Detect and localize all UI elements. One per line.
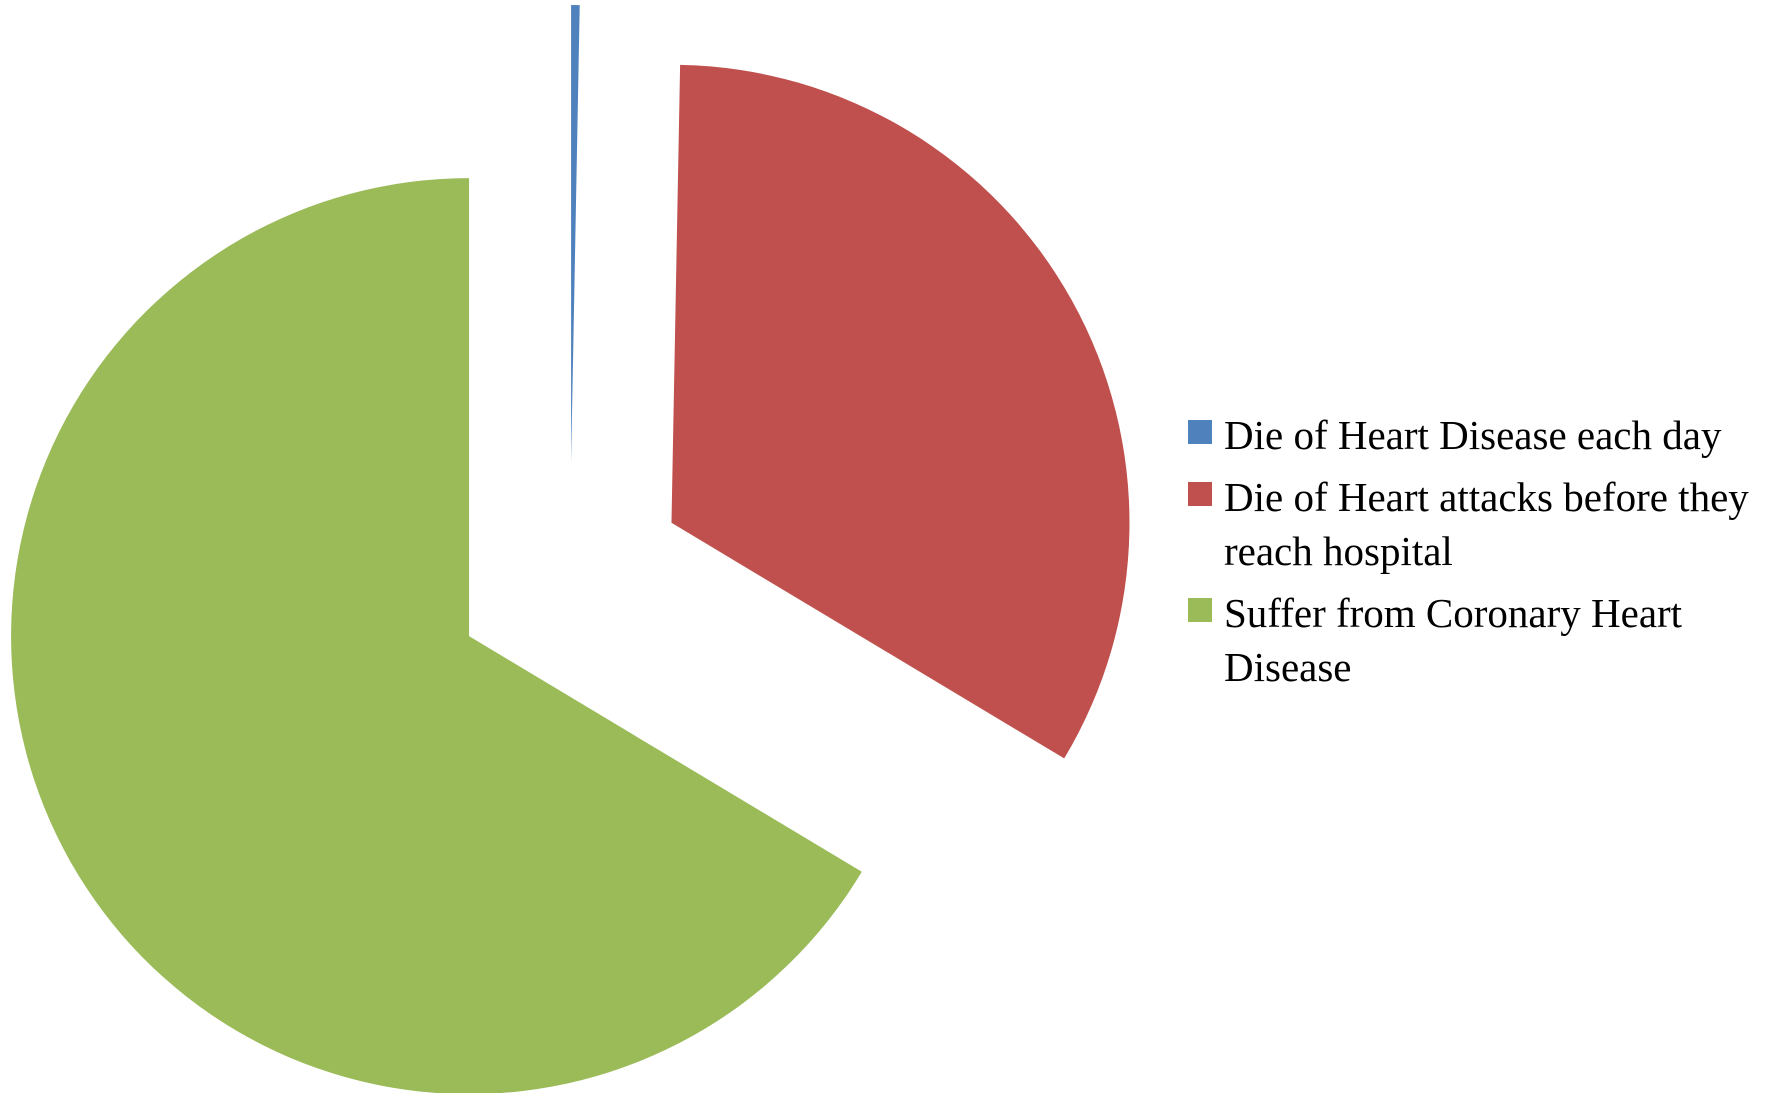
legend-item: Die of Heart Disease each day: [1188, 408, 1768, 462]
pie-slice: [571, 5, 580, 464]
legend-label: Die of Heart attacks before they reach h…: [1224, 474, 1749, 574]
pie-slice: [11, 178, 862, 1093]
legend-swatch: [1188, 420, 1212, 444]
legend-label: Die of Heart Disease each day: [1224, 412, 1722, 458]
legend-item: Suffer from Coronary Heart Disease: [1188, 586, 1768, 694]
legend-swatch: [1188, 598, 1212, 622]
legend-item: Die of Heart attacks before they reach h…: [1188, 470, 1768, 578]
legend: Die of Heart Disease each day Die of Hear…: [1188, 408, 1768, 702]
pie-slice: [671, 64, 1130, 759]
legend-label: Suffer from Coronary Heart Disease: [1224, 590, 1683, 690]
legend-swatch: [1188, 482, 1212, 506]
